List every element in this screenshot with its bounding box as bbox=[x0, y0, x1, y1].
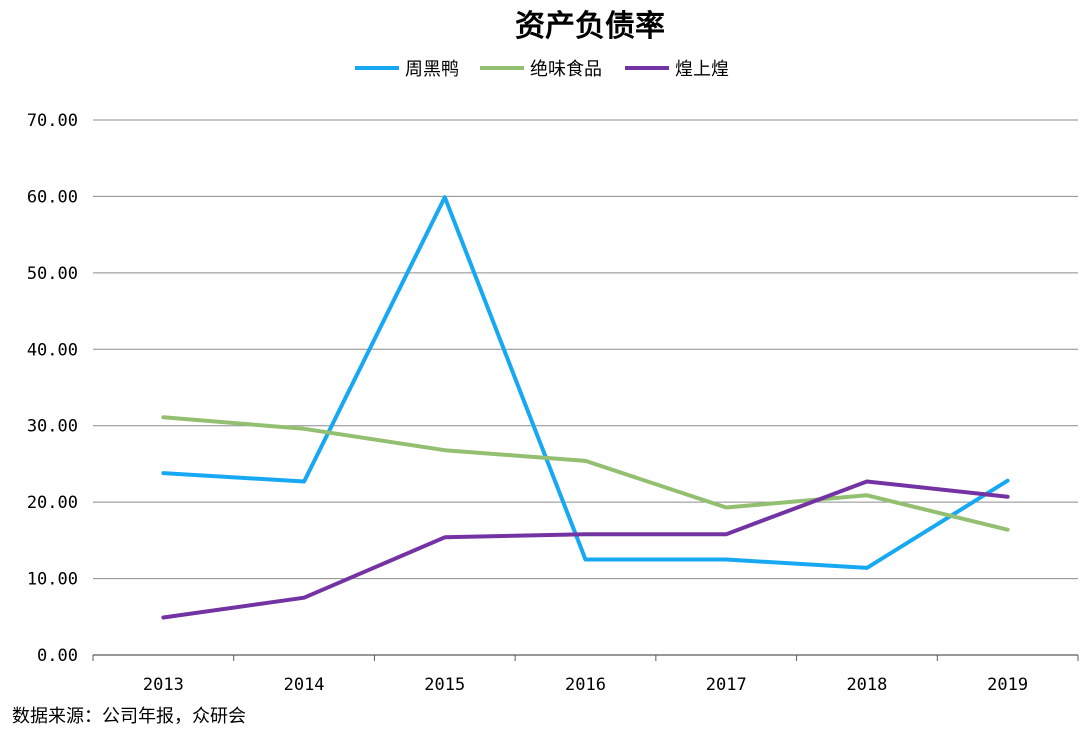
series-line bbox=[161, 415, 1010, 532]
legend-label: 煌上煌 bbox=[675, 59, 729, 80]
y-tick-label: 70.00 bbox=[27, 111, 78, 131]
legend: 周黑鸭 绝味食品 煌上煌 bbox=[355, 59, 729, 80]
x-tick-label: 2013 bbox=[143, 675, 184, 695]
y-tick-label: 20.00 bbox=[27, 493, 78, 513]
source-note: 数据来源：公司年报，众研会 bbox=[12, 706, 246, 727]
y-tick-label: 10.00 bbox=[27, 570, 78, 590]
x-tick-label: 2019 bbox=[987, 675, 1028, 695]
series-line bbox=[161, 479, 1010, 620]
series-lines bbox=[161, 195, 1010, 620]
y-axis: 0.00 10.00 20.00 30.00 40.00 50.00 60.00 70.00 bbox=[27, 111, 78, 666]
y-tick-label: 50.00 bbox=[27, 264, 78, 284]
legend-label: 周黑鸭 bbox=[405, 59, 459, 80]
x-tick-label: 2014 bbox=[284, 675, 325, 695]
chart: 资产负债率 周黑鸭 绝味食品 煌上煌 0.00 10.00 20.00 30.00 40.0… bbox=[27, 9, 1079, 695]
x-axis: 2013 2014 2015 2016 2017 2018 2019 bbox=[92, 654, 1079, 695]
y-tick-label: 60.00 bbox=[27, 187, 78, 207]
x-tick-label: 2016 bbox=[565, 675, 606, 695]
y-tick-label: 0.00 bbox=[37, 646, 78, 666]
x-tick-label: 2015 bbox=[424, 675, 465, 695]
legend-label: 绝味食品 bbox=[530, 59, 602, 80]
y-tick-label: 30.00 bbox=[27, 417, 78, 437]
x-tick-label: 2018 bbox=[846, 675, 887, 695]
series-line bbox=[161, 195, 1010, 570]
x-tick-label: 2017 bbox=[706, 675, 747, 695]
y-tick-label: 40.00 bbox=[27, 340, 78, 360]
chart-title: 资产负债率 bbox=[515, 9, 665, 44]
